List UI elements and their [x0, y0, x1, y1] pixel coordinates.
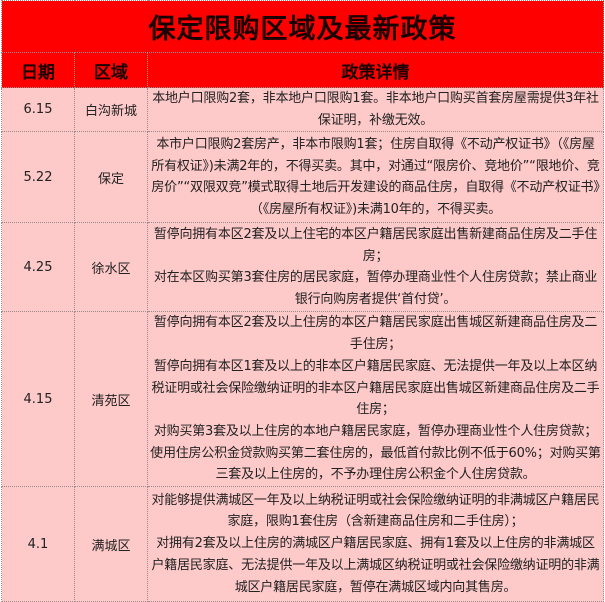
- header-row: 日期 区域 政策详情: [1, 52, 604, 88]
- header-area: 区域: [74, 52, 148, 88]
- policy-paragraph: 暂停向拥有本区1套及以上的非本区户籍居民家庭、无法提供一年及以上本区纳税证明或社…: [151, 358, 600, 418]
- table-title: 保定限购区域及最新政策: [1, 0, 604, 53]
- policy-paragraph: 本市户口限购2套房产，非本市限购1套；住房自取得《不动产权证书》（《房屋所有权证…: [151, 137, 600, 218]
- policy-paragraph: 暂停向拥有本区2套及以上住房的本区户籍居民家庭出售城区新建商品住房及二手住房；: [153, 315, 598, 353]
- table-row: 4.15 清苑区 暂停向拥有本区2套及以上住房的本区户籍居民家庭出售城区新建商品住房…: [1, 311, 604, 488]
- policy-paragraph: 暂停向拥有本区2套及以上住宅的本区户籍居民家庭出售新建商品住房及二手住房；: [153, 227, 598, 264]
- table-row: 4.25 徐水区 暂停向拥有本区2套及以上住宅的本区户籍居民家庭出售新建商品住房及二…: [1, 222, 604, 313]
- date-cell: 4.15: [1, 311, 75, 488]
- area-cell: 清苑区: [74, 311, 148, 488]
- table-row: 4.1 满城区 对能够提供满城区一年及以上纳税证明或社会保险缴纳证明的非满城区户籍居…: [1, 486, 604, 602]
- policy-paragraph: 对能够提供满城区一年及以上纳税证明或社会保险缴纳证明的非满城区户籍居民家庭，限购…: [151, 492, 600, 530]
- date-cell: 4.25: [1, 222, 75, 313]
- policy-paragraph: 对在本区购买第3套住房的居民家庭，暂停办理商业性个人住房贷款；禁止商业银行向购房…: [153, 270, 598, 308]
- table-row: 6.15 白沟新城 本地户口限购2套，非本地户口限购1套。非本地户口购买首套房屋需提…: [1, 86, 604, 133]
- date-cell: 5.22: [1, 131, 75, 224]
- detail-cell: 对能够提供满城区一年及以上纳税证明或社会保险缴纳证明的非满城区户籍居民家庭，限购…: [147, 486, 604, 602]
- header-detail: 政策详情: [147, 52, 604, 88]
- header-date: 日期: [1, 52, 75, 88]
- policy-paragraph: 对购买第3套及以上住房的本地户籍居民家庭，暂停办理商业性个人住房贷款；使用住房公…: [150, 423, 601, 483]
- area-cell: 保定: [74, 131, 148, 224]
- policy-paragraph: 本地户口限购2套，非本地户口限购1套。非本地户口购买首套房屋需提供3年社保证明，…: [152, 91, 599, 128]
- date-cell: 4.1: [1, 486, 75, 602]
- table-row: 5.22 保定 本市户口限购2套房产，非本市限购1套；住房自取得《不动产权证书》（《…: [1, 131, 604, 224]
- area-cell: 满城区: [74, 486, 148, 602]
- area-cell: 白沟新城: [74, 86, 148, 133]
- detail-cell: 本地户口限购2套，非本地户口限购1套。非本地户口购买首套房屋需提供3年社保证明，…: [147, 86, 604, 133]
- policy-paragraph: 对拥有2套及以上住房的满城区户籍居民家庭、拥有1套及以上住房的非满城区户籍居民家…: [151, 536, 600, 595]
- detail-cell: 暂停向拥有本区2套及以上住房的本区户籍居民家庭出售城区新建商品住房及二手住房； 暂…: [147, 311, 604, 488]
- date-cell: 6.15: [1, 86, 75, 133]
- detail-cell: 本市户口限购2套房产，非本市限购1套；住房自取得《不动产权证书》（《房屋所有权证…: [147, 131, 604, 224]
- detail-cell: 暂停向拥有本区2套及以上住宅的本区户籍居民家庭出售新建商品住房及二手住房； 对在本…: [147, 222, 604, 313]
- area-cell: 徐水区: [74, 222, 148, 313]
